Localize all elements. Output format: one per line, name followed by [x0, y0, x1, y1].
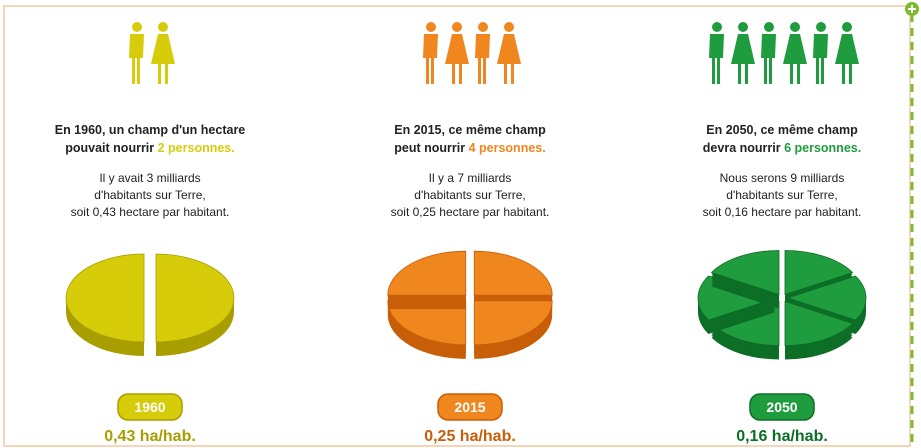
person-head	[738, 22, 748, 32]
body-line: soit 0,16 hectare par habitant.	[703, 205, 862, 219]
headline-part: pouvait nourrir	[65, 141, 157, 155]
highlight: 2 personnes	[158, 141, 232, 155]
headline: En 2050, ce même champ	[706, 123, 858, 137]
field-slice	[156, 254, 234, 356]
field-slice	[66, 254, 144, 356]
highlight: 6 personnes	[784, 141, 858, 155]
headline-end: .	[858, 141, 861, 155]
headline-end: .	[231, 141, 234, 155]
person-icon	[151, 22, 175, 84]
person-head	[712, 22, 722, 32]
year-label: 1960	[134, 399, 165, 415]
headline: peut nourrir 4 personnes.	[394, 141, 545, 155]
person-body	[151, 34, 175, 84]
headline-part: peut nourrir	[394, 141, 468, 155]
person-icon	[761, 22, 776, 84]
body-line: d'habitants sur Terre,	[414, 188, 525, 202]
ratio: 0,16 ha/hab.	[736, 428, 828, 445]
person-body	[129, 34, 144, 84]
person-body	[783, 34, 807, 84]
slice-top	[474, 301, 552, 345]
person-head	[842, 22, 852, 32]
slice-top	[474, 251, 552, 295]
person-head	[790, 22, 800, 32]
person-icon	[813, 22, 828, 84]
person-body	[709, 34, 724, 84]
body-line: Il y avait 3 milliards	[99, 171, 200, 185]
infographic: En 1960, un champ d'un hectare pouvait no…	[0, 0, 921, 448]
body-line: soit 0,43 hectare par habitant.	[71, 205, 230, 219]
headline-end: .	[542, 141, 545, 155]
person-body	[835, 34, 859, 84]
person-head	[504, 22, 514, 32]
year-label: 2015	[454, 399, 485, 415]
person-body	[813, 34, 828, 84]
person-body	[445, 34, 469, 84]
person-icon	[783, 22, 807, 84]
body-line: d'habitants sur Terre,	[94, 188, 205, 202]
headline: devra nourrir 6 personnes.	[703, 141, 861, 155]
headline: En 1960, un champ d'un hectare	[55, 123, 246, 137]
person-body	[497, 34, 521, 84]
headline: pouvait nourrir 2 personnes.	[65, 141, 235, 155]
person-icon	[129, 22, 144, 84]
field-slice	[388, 301, 466, 359]
person-icon	[423, 22, 438, 84]
field-slice	[474, 301, 552, 359]
ratio: 0,25 ha/hab.	[424, 428, 516, 445]
body-line: Nous serons 9 milliards	[720, 171, 845, 185]
person-head	[426, 22, 436, 32]
person-head	[816, 22, 826, 32]
person-icon	[731, 22, 755, 84]
person-head	[478, 22, 488, 32]
person-body	[761, 34, 776, 84]
person-body	[731, 34, 755, 84]
person-icon	[709, 22, 724, 84]
person-head	[132, 22, 142, 32]
body-line: Il y a 7 milliards	[429, 171, 512, 185]
ratio: 0,43 ha/hab.	[104, 428, 196, 445]
person-head	[452, 22, 462, 32]
person-body	[475, 34, 490, 84]
person-icon	[497, 22, 521, 84]
person-head	[764, 22, 774, 32]
person-icon	[475, 22, 490, 84]
body-line: d'habitants sur Terre,	[726, 188, 837, 202]
person-head	[158, 22, 168, 32]
headline: En 2015, ce même champ	[394, 123, 546, 137]
person-body	[423, 34, 438, 84]
headline-part: devra nourrir	[703, 141, 784, 155]
person-icon	[835, 22, 859, 84]
field-slice	[388, 251, 466, 309]
slice-top	[388, 251, 466, 295]
highlight: 4 personnes	[469, 141, 543, 155]
body-line: soit 0,25 hectare par habitant.	[391, 205, 550, 219]
year-label: 2050	[766, 399, 797, 415]
person-icon	[445, 22, 469, 84]
